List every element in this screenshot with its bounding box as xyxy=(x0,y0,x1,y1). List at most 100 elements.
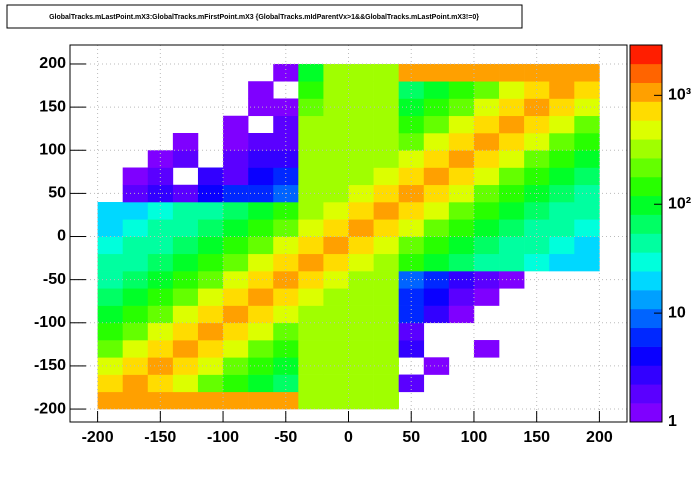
cell xyxy=(273,271,299,289)
cell xyxy=(223,253,249,272)
cell xyxy=(197,374,224,393)
cell xyxy=(423,81,450,99)
cell xyxy=(423,63,450,82)
cell xyxy=(323,184,349,203)
cell xyxy=(97,219,123,237)
cell xyxy=(373,167,399,186)
title-box xyxy=(6,4,523,29)
palette-band xyxy=(630,327,662,347)
palette-band xyxy=(630,82,662,102)
x-tick-label: -200 xyxy=(82,429,114,446)
cell xyxy=(549,184,575,203)
cell xyxy=(348,253,374,272)
z-tick-label: 10 xyxy=(668,304,686,321)
cell xyxy=(273,340,299,358)
cell xyxy=(423,167,450,186)
cell xyxy=(323,271,349,289)
x-tick-label: 50 xyxy=(402,429,420,446)
cell xyxy=(448,98,475,117)
cell xyxy=(298,340,324,358)
cell xyxy=(223,202,249,220)
x-tick-label: 100 xyxy=(461,429,488,446)
cell xyxy=(298,167,324,186)
palette-band xyxy=(630,139,662,159)
cell xyxy=(122,357,149,375)
cell xyxy=(499,81,525,99)
x-tick-label: -100 xyxy=(207,429,239,446)
cell xyxy=(348,340,374,358)
cell xyxy=(223,236,249,255)
cell xyxy=(147,374,174,393)
palette-band xyxy=(630,214,662,234)
cell xyxy=(348,202,374,220)
cell xyxy=(348,184,374,203)
cell xyxy=(248,81,274,99)
cell xyxy=(398,271,425,289)
cell xyxy=(499,167,525,186)
cell xyxy=(273,322,299,341)
cell xyxy=(122,322,149,341)
cell xyxy=(122,271,149,289)
cell xyxy=(323,391,349,410)
cell xyxy=(172,288,199,306)
cell xyxy=(323,305,349,324)
y-tick-label: -200 xyxy=(34,400,66,417)
cell xyxy=(273,63,299,82)
cell xyxy=(524,63,550,82)
cell xyxy=(223,132,249,151)
cell xyxy=(448,219,475,237)
cell xyxy=(323,322,349,341)
cell xyxy=(172,253,199,272)
cell xyxy=(373,374,399,393)
cell xyxy=(448,81,475,99)
cell xyxy=(248,167,274,186)
axes: -200 -150 -100 -50 0 50 100 150 200-200-150-100-… xyxy=(34,44,691,446)
cell xyxy=(223,374,249,393)
cell xyxy=(223,150,249,168)
y-tick-label: 100 xyxy=(39,141,66,158)
cell xyxy=(348,374,374,393)
cell xyxy=(223,167,249,186)
cell xyxy=(147,340,174,358)
x-tick-label: -50 xyxy=(274,429,297,446)
x-tick-label: 200 xyxy=(586,429,613,446)
cell xyxy=(473,253,500,272)
cell xyxy=(524,150,550,168)
palette-band xyxy=(630,101,662,121)
cell xyxy=(348,322,374,341)
cell xyxy=(574,63,600,82)
cell xyxy=(348,288,374,306)
cell xyxy=(147,202,174,220)
cell xyxy=(273,374,299,393)
cell xyxy=(197,236,224,255)
cell xyxy=(499,150,525,168)
cell xyxy=(298,391,324,410)
cell xyxy=(122,340,149,358)
cell xyxy=(499,236,525,255)
cell xyxy=(549,63,575,82)
cell xyxy=(524,253,550,272)
cell xyxy=(348,132,374,151)
cell xyxy=(323,236,349,255)
cell xyxy=(97,340,123,358)
cell xyxy=(172,305,199,324)
cell xyxy=(172,340,199,358)
cell xyxy=(298,305,324,324)
cell xyxy=(398,150,425,168)
cell xyxy=(348,81,374,99)
cell xyxy=(373,150,399,168)
cell xyxy=(524,219,550,237)
cell xyxy=(473,81,500,99)
cell xyxy=(298,253,324,272)
cell xyxy=(499,184,525,203)
cell xyxy=(223,271,249,289)
cell xyxy=(97,391,123,410)
cell xyxy=(448,305,475,324)
cell xyxy=(298,219,324,237)
cell xyxy=(248,391,274,410)
cell xyxy=(323,132,349,151)
cell xyxy=(373,115,399,134)
cell xyxy=(473,219,500,237)
cell xyxy=(122,167,149,186)
cell xyxy=(273,391,299,410)
